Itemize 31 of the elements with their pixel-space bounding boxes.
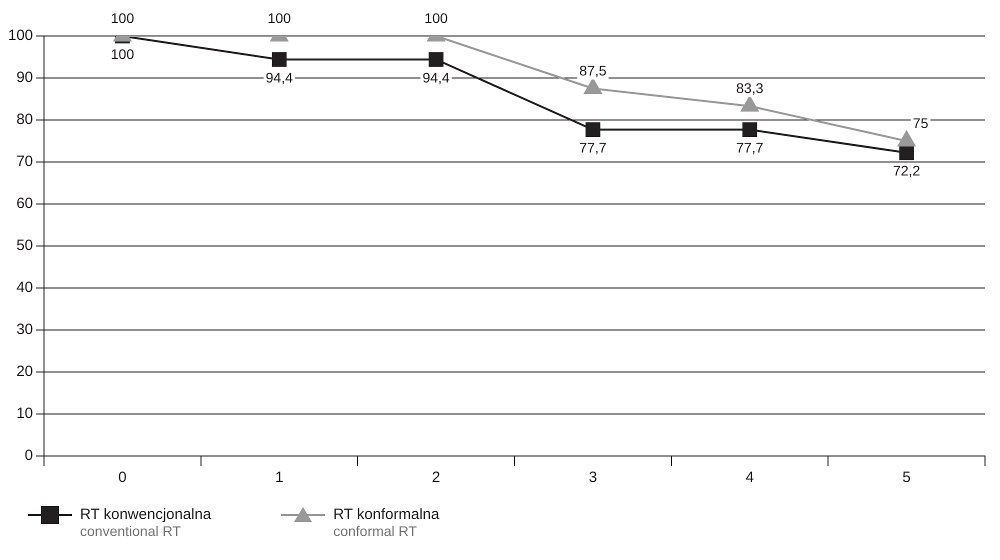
x-tick-label: 0 [118, 469, 127, 486]
y-tick-label: 100 [8, 27, 34, 44]
data-label: 94,4 [266, 69, 294, 86]
y-tick-label: 40 [16, 279, 34, 296]
y-tick-label: 20 [16, 363, 34, 380]
y-tick-label: 60 [16, 195, 34, 212]
x-tick-label: 4 [746, 469, 754, 486]
y-tick-label: 30 [16, 321, 34, 338]
y-tick-label: 50 [16, 237, 34, 254]
data-label: 72,2 [892, 162, 920, 179]
x-tick-label: 3 [588, 469, 598, 486]
x-tick-label: 2 [432, 469, 440, 486]
data-label: 77,7 [736, 140, 764, 156]
data-label: 100 [110, 10, 134, 26]
data-label: 100 [424, 10, 448, 26]
data-label: 77,7 [579, 140, 607, 156]
data-label: 100 [110, 46, 134, 62]
y-tick-label: 80 [16, 111, 34, 128]
legend-label: RT konwencjonalna conventional RT [80, 506, 212, 539]
y-tick-label: 10 [16, 405, 34, 422]
data-label: 83,3 [736, 80, 764, 96]
y-tick-label: 90 [16, 69, 34, 86]
y-tick-label: 0 [24, 447, 34, 464]
data-label: 94,4 [422, 69, 450, 86]
x-tick-label: 5 [902, 469, 911, 486]
x-tick-label: 1 [275, 469, 284, 486]
data-label: 87,5 [579, 62, 607, 78]
legend-label: RT konformalna conformal RT [333, 506, 440, 539]
y-tick-label: 70 [16, 153, 34, 170]
data-label: 75 [912, 114, 929, 131]
data-label: 100 [268, 10, 292, 26]
